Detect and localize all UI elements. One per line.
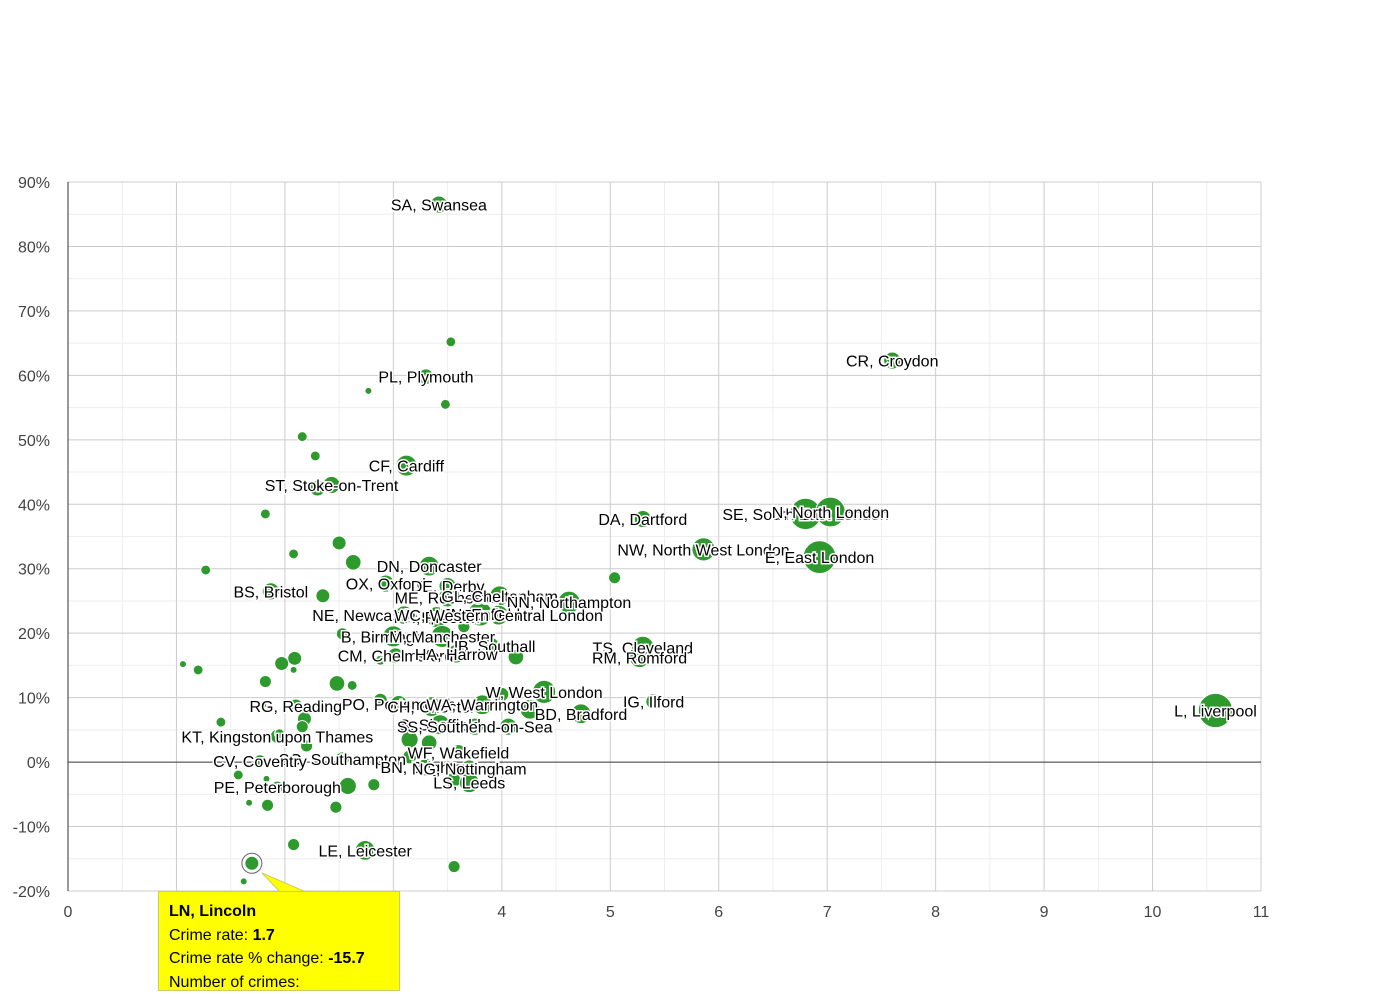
bubble-label: DA, Dartford <box>598 512 687 529</box>
tooltip-crime-rate-value: 1.7 <box>253 927 275 944</box>
tooltip-change: Crime rate % change: -15.7 <box>169 947 389 971</box>
bubble[interactable] <box>316 589 330 603</box>
y-tick-label: -20% <box>13 884 50 901</box>
bubble[interactable] <box>261 799 273 811</box>
bubble-label: L, Liverpool <box>1174 704 1257 721</box>
bubble-label: DN, Doncaster <box>377 559 483 576</box>
y-tick-label: 60% <box>18 368 50 385</box>
tooltip: LN, Lincoln Crime rate: 1.7 Crime rate %… <box>158 891 400 991</box>
bubble[interactable] <box>275 656 289 670</box>
y-tick-label: 0% <box>27 755 50 772</box>
bubble[interactable] <box>240 878 247 885</box>
bubble[interactable] <box>289 549 299 559</box>
bubble[interactable] <box>448 860 460 872</box>
bubble[interactable] <box>310 451 320 461</box>
bubble-label: NW, North West London <box>617 542 789 559</box>
bubble-label: CR, Croydon <box>846 354 938 371</box>
bubble-label: RG, Reading <box>250 699 343 716</box>
bubble[interactable] <box>297 432 307 442</box>
bubble-label: N, North London <box>772 505 889 522</box>
y-axis-tick-labels: -20% -10% 0% 10% 20% 30% 40% 50% 60% 70% 80% 90% <box>13 175 50 901</box>
bubble-label: LS, Leeds <box>433 776 505 793</box>
bubble-label: SA, Swansea <box>391 198 487 215</box>
x-tick-label: 8 <box>931 904 940 921</box>
bubble[interactable] <box>339 777 356 794</box>
highlight-point[interactable] <box>242 853 262 873</box>
tooltip-crime-rate-label: Crime rate: <box>169 927 253 944</box>
bubble-label: WA, Warrington <box>426 698 538 715</box>
y-tick-label: 10% <box>18 691 50 708</box>
bubble[interactable] <box>332 536 346 550</box>
bubble-label: CF, Cardiff <box>369 459 445 476</box>
bubble[interactable] <box>347 680 357 690</box>
bubble-label: CV, Coventry <box>213 754 307 771</box>
bubble[interactable] <box>440 399 450 409</box>
bubble-label: IG, Ilford <box>623 695 684 712</box>
bubble[interactable] <box>216 717 226 727</box>
y-tick-label: 30% <box>18 562 50 579</box>
bubble-label: HA, Harrow <box>415 647 498 664</box>
bubble[interactable] <box>330 801 342 813</box>
tooltip-crimes: Number of crimes: <box>169 971 389 994</box>
x-tick-label: 10 <box>1144 904 1162 921</box>
bubble-label: LE, Leicester <box>318 843 412 860</box>
tooltip-change-value: -15.7 <box>328 950 364 967</box>
tooltip-pointer <box>262 873 306 892</box>
tooltip-crimes-label: Number of crimes: <box>169 974 300 991</box>
y-tick-label: 20% <box>18 626 50 643</box>
x-tick-label: 5 <box>606 904 615 921</box>
bubble[interactable] <box>233 770 243 780</box>
x-tick-label: 0 <box>64 904 73 921</box>
bubble[interactable] <box>446 337 456 347</box>
bubble[interactable] <box>368 779 380 791</box>
x-tick-label: 4 <box>497 904 506 921</box>
bubble[interactable] <box>193 665 203 675</box>
tooltip-change-label: Crime rate % change: <box>169 950 328 967</box>
bubble-label: RM, Romford <box>592 651 687 668</box>
bubble-label: ST, Stoke-on-Trent <box>265 478 399 495</box>
tooltip-crime-rate: Crime rate: 1.7 <box>169 924 389 948</box>
y-tick-label: 70% <box>18 304 50 321</box>
x-tick-label: 11 <box>1253 904 1270 921</box>
bubble[interactable] <box>365 387 372 394</box>
y-tick-label: 80% <box>18 239 50 256</box>
x-tick-label: 6 <box>714 904 723 921</box>
bubble[interactable] <box>288 839 300 851</box>
y-tick-label: -10% <box>13 820 50 837</box>
bubble[interactable] <box>290 666 297 673</box>
bubble[interactable] <box>259 675 271 687</box>
bubble[interactable] <box>345 554 361 570</box>
x-tick-label: 7 <box>823 904 832 921</box>
y-tick-label: 40% <box>18 497 50 514</box>
bubble[interactable] <box>609 572 621 584</box>
bubble-label: PL, Plymouth <box>378 370 473 387</box>
bubble[interactable] <box>288 651 302 665</box>
tooltip-title: LN, Lincoln <box>169 900 389 924</box>
bubble-label: BS, Bristol <box>233 584 308 601</box>
bubble-label: SS, Southend-on-Sea <box>397 720 553 737</box>
highlight-bubble[interactable] <box>245 856 259 870</box>
bubble[interactable] <box>260 509 270 519</box>
y-tick-label: 50% <box>18 433 50 450</box>
bubble-label: KT, Kingston upon Thames <box>181 729 373 746</box>
x-tick-label: 9 <box>1040 904 1049 921</box>
bubble-label: E, East London <box>765 550 874 567</box>
bubble[interactable] <box>246 799 253 806</box>
bubble-label: BD, Bradford <box>535 707 627 724</box>
bubble[interactable] <box>179 661 186 668</box>
bubble[interactable] <box>201 565 211 575</box>
bubble-label: PE, Peterborough <box>214 780 341 797</box>
bubble[interactable] <box>329 676 345 692</box>
bubble-label: WC, Western Central London <box>394 608 603 625</box>
y-tick-label: 90% <box>18 175 50 192</box>
